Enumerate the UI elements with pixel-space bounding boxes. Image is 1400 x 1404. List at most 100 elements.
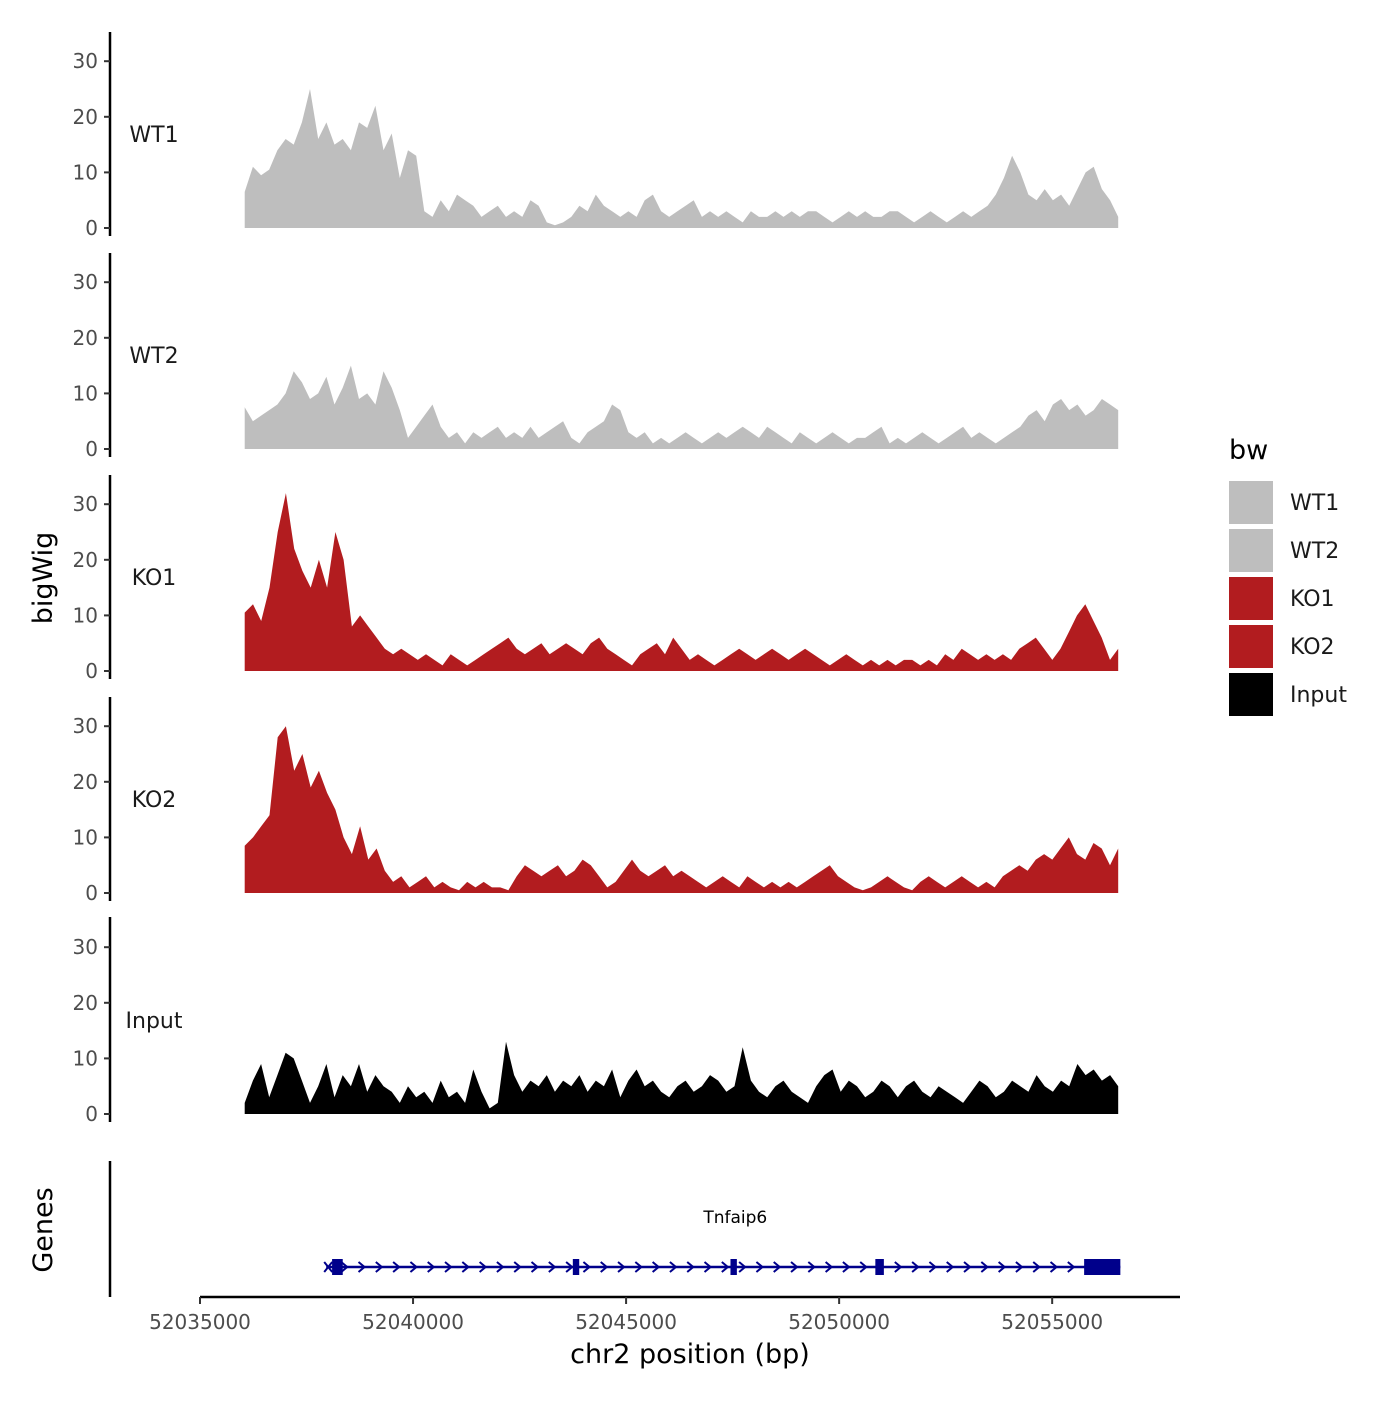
area-ko1 [244,493,1119,671]
strand-arrow [911,1261,920,1273]
strand-arrow [703,1261,713,1273]
track-label: KO1 [132,566,177,591]
strand-arrow [721,1261,730,1273]
track-wt2: 0 10 20 30 WT2 [73,253,1119,461]
strand-arrow [427,1261,436,1273]
strand-arrow [496,1261,505,1273]
strand-arrow [807,1261,816,1273]
exon-block [572,1259,580,1275]
strand-arrow [1015,1261,1024,1273]
legend-label: WT1 [1290,491,1339,516]
area-wt1 [244,89,1119,228]
legend-label: WT2 [1290,539,1339,564]
y-tick-label: 20 [73,770,98,794]
strand-arrow [1067,1261,1076,1273]
legend-swatch [1229,673,1273,716]
y-tick-label: 10 [73,381,98,405]
y-tick-label: 10 [73,825,98,849]
y-tick-label: 0 [85,1102,98,1126]
strand-arrow [565,1261,574,1273]
strand-arrow [824,1261,834,1273]
strand-arrow [1049,1261,1059,1273]
strand-arrow [340,1261,349,1273]
x-axis-title: chr2 position (bp) [570,1339,810,1370]
legend-swatch [1229,577,1273,620]
strand-arrow [357,1261,367,1273]
legend-swatch [1229,529,1273,572]
legend-title: bw [1229,435,1268,466]
y-tick-label: 30 [73,492,98,516]
strand-arrow [669,1261,678,1273]
y-tick-label: 30 [73,49,98,73]
track-input: 0 10 20 30 Input [73,917,1119,1126]
strand-arrow [755,1261,764,1273]
strand-arrow [842,1261,851,1273]
legend-item-input: Input [1229,673,1347,716]
strand-arrow [790,1261,799,1273]
y-tick-label: 10 [73,603,98,627]
legend-swatch [1229,481,1273,524]
strand-arrow [461,1261,470,1273]
strand-arrow [980,1261,989,1273]
legend: bw WT1 WT2 KO1 KO2 Input [1229,435,1347,716]
y-axis-title: bigWig [28,532,59,625]
exon-block [1084,1259,1121,1275]
y-tick-label: 20 [73,991,98,1015]
gene-start-mark [323,1261,333,1273]
track-label: Input [126,1009,183,1034]
strand-arrow [513,1261,522,1273]
y-tick-label: 10 [73,160,98,184]
x-axis: 52035000 52040000 52045000 52050000 52055000 [149,1295,1180,1334]
strand-arrow [617,1261,626,1273]
track-label: KO2 [132,788,177,813]
strand-arrow [773,1261,782,1273]
strand-arrow [582,1261,591,1273]
strand-arrow [392,1261,401,1273]
y-tick-label: 0 [85,216,98,240]
strand-arrow [859,1261,868,1273]
legend-item-ko1: KO1 [1229,577,1335,620]
strand-arrow [686,1261,695,1273]
strand-arrow [738,1261,747,1273]
legend-label: KO1 [1290,587,1335,612]
strand-arrow [548,1261,557,1273]
x-tick-label: 52035000 [149,1310,251,1334]
legend-label: Input [1290,683,1347,708]
strand-arrow [444,1261,453,1273]
x-tick-label: 52055000 [1001,1310,1103,1334]
strand-arrow [600,1261,609,1273]
area-ko2 [244,726,1119,893]
genes-axis-title: Genes [28,1187,59,1272]
strand-arrow [530,1261,540,1273]
track-ko1: 0 10 20 30 KO1 [73,475,1119,683]
legend-item-wt1: WT1 [1229,481,1339,524]
strand-arrow [997,1261,1007,1273]
strand-arrow [946,1261,955,1273]
y-tick-label: 20 [73,326,98,350]
strand-arrow [1032,1261,1041,1273]
x-tick-label: 52045000 [575,1310,677,1334]
legend-swatch [1229,625,1273,668]
strand-arrow [478,1261,488,1273]
strand-arrow [928,1261,937,1273]
legend-label: KO2 [1290,635,1335,660]
y-tick-label: 0 [85,881,98,905]
strand-arrow [375,1261,384,1273]
y-tick-label: 20 [73,105,98,129]
signal-tracks: 0 10 20 30 WT1 0 10 20 30 WT2 0 10 20 30 KO1 0 10 20 30 KO2… [73,32,1119,1126]
strand-arrow [894,1261,903,1273]
area-wt2 [244,365,1119,449]
strand-arrow [634,1261,643,1273]
track-wt1: 0 10 20 30 WT1 [73,32,1119,240]
exon-block [332,1259,343,1275]
strand-arrow [651,1261,661,1273]
exon-block [875,1259,884,1275]
track-label: WT1 [129,123,178,148]
area-input [244,1041,1119,1114]
y-tick-label: 0 [85,437,98,461]
y-tick-label: 20 [73,548,98,572]
y-tick-label: 0 [85,659,98,683]
exon-block [730,1259,737,1275]
x-tick-label: 52040000 [362,1310,464,1334]
